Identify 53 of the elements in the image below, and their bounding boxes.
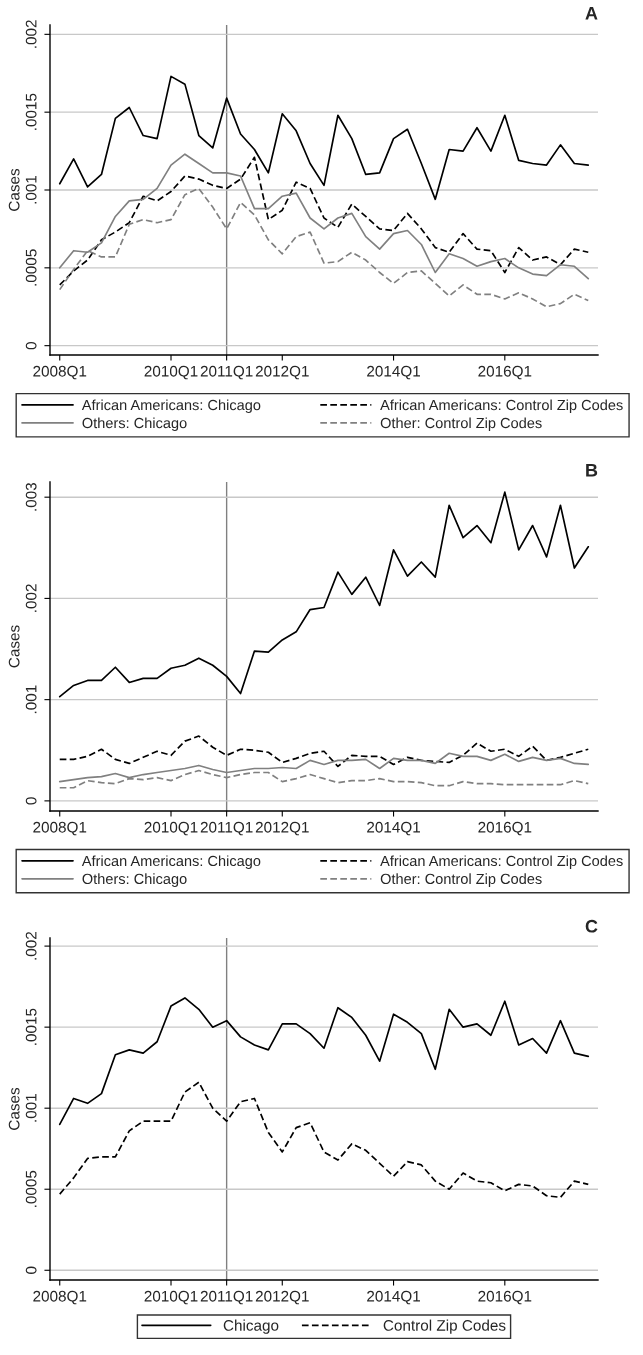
x-tick-label: 2011Q1 — [200, 365, 253, 380]
y-tick-label: .0015 — [25, 1008, 37, 1045]
y-tick-label: .002 — [25, 584, 37, 612]
y-tick-label: .002 — [25, 20, 37, 48]
y-axis-title: Cases — [8, 168, 20, 211]
x-tick-label: 2011Q1 — [200, 1290, 253, 1305]
legend-label: Other: Control Zip Codes — [380, 417, 542, 432]
legend-label: Others: Chicago — [82, 417, 187, 432]
legend-label: Chicago — [223, 1319, 279, 1334]
x-tick-label: 2012Q1 — [255, 1290, 309, 1305]
y-tick-label: .001 — [25, 685, 37, 714]
line-series — [58, 997, 590, 1126]
line-series — [58, 75, 590, 201]
y-tick-label: 0 — [25, 1266, 37, 1274]
legend-label: African Americans: Control Zip Codes — [380, 399, 623, 414]
line-series — [58, 1081, 590, 1199]
y-tick-label: .0005 — [25, 249, 37, 286]
x-tick-label: 2008Q1 — [33, 365, 87, 380]
legend-label: Others: Chicago — [82, 873, 187, 887]
x-tick-label: 2011Q1 — [200, 821, 253, 836]
x-tick-label: 2016Q1 — [478, 821, 532, 836]
x-tick-label: 2010Q1 — [144, 1290, 198, 1305]
y-tick-label: .0005 — [25, 1170, 37, 1207]
y-axis-title: Cases — [8, 625, 20, 668]
chart-title: C — [585, 919, 598, 933]
legend-label: Other: Control Zip Codes — [380, 873, 542, 887]
x-tick-label: 2014Q1 — [367, 821, 420, 836]
y-tick-label: .001 — [25, 1094, 37, 1122]
x-tick-label: 2010Q1 — [144, 821, 198, 836]
y-tick-label: .0015 — [25, 93, 37, 130]
x-tick-label: 2008Q1 — [33, 1290, 87, 1305]
y-tick-label: .001 — [25, 175, 37, 204]
y-tick-label: .002 — [25, 932, 37, 960]
y-tick-label: 0 — [25, 342, 37, 350]
x-tick-label: 2008Q1 — [33, 821, 87, 836]
y-axis-title: Cases — [8, 1087, 20, 1130]
x-tick-label: 2016Q1 — [478, 1290, 532, 1305]
chart-title: A — [585, 7, 598, 20]
x-tick-label: 2016Q1 — [478, 365, 532, 380]
line-series — [58, 735, 590, 768]
legend-label: African Americans: Chicago — [81, 855, 261, 869]
x-tick-label: 2012Q1 — [255, 365, 309, 380]
y-tick-label: .003 — [25, 482, 37, 511]
legend-label: Control Zip Codes — [383, 1319, 506, 1334]
chart-title: B — [586, 464, 598, 477]
x-tick-label: 2012Q1 — [255, 821, 309, 836]
y-tick-label: 0 — [25, 797, 37, 805]
line-series — [58, 491, 590, 698]
legend-label: African Americans: Control Zip Codes — [380, 855, 623, 869]
x-tick-label: 2014Q1 — [367, 365, 420, 380]
x-tick-label: 2014Q1 — [367, 1290, 420, 1305]
legend-label: African Americans: Chicago — [81, 399, 261, 414]
x-tick-label: 2010Q1 — [144, 365, 198, 380]
